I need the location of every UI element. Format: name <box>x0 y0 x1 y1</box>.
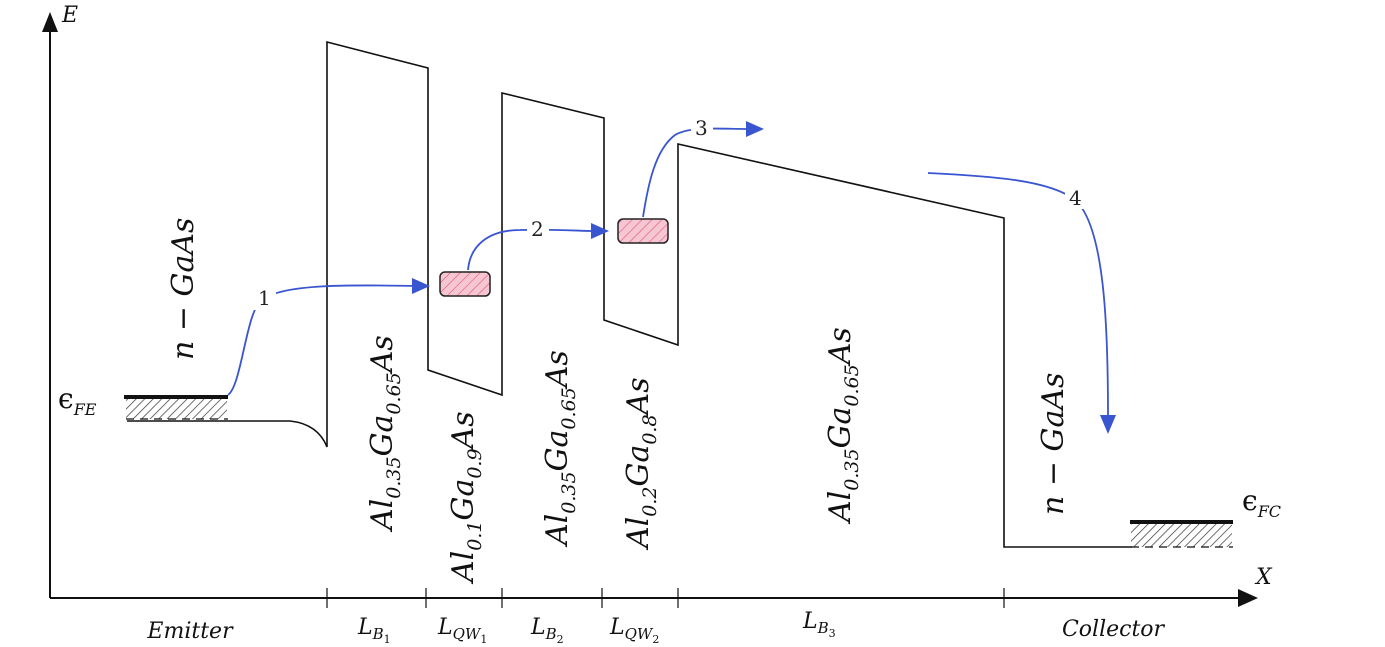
y-axis-label: E <box>61 3 78 28</box>
y-axis-arrow-icon <box>42 12 58 32</box>
material-well1: Al0.1Ga0.9As <box>446 411 486 585</box>
material-well2: Al0.2Ga0.8As <box>621 377 661 551</box>
material-collector: n − GaAs <box>1036 373 1071 515</box>
transition-arrowhead-3-icon <box>746 121 764 137</box>
well2-bound-state <box>617 218 669 244</box>
transition-arrowhead-4-icon <box>1100 415 1116 434</box>
material-labels: n − GaAs Al0.35Ga0.65As Al0.1Ga0.9As Al0… <box>166 218 1071 585</box>
region-ticks <box>326 588 1005 608</box>
collector-fermi-sea <box>1131 523 1232 547</box>
material-barrier3: Al0.35Ga0.65As <box>823 327 863 525</box>
transition-label-2: 2 <box>531 217 544 241</box>
axes: E X <box>42 3 1273 607</box>
collector-fermi-label: ϵFC <box>1242 484 1281 521</box>
transition-label-2-bg <box>527 218 549 242</box>
conduction-band-profile <box>127 40 1132 548</box>
transition-label-1-bg <box>254 286 276 310</box>
well1-bound-state <box>439 271 491 297</box>
material-emitter: n − GaAs <box>166 218 201 360</box>
x-axis-label: X <box>1254 565 1273 590</box>
region-lqw1: LQW1 <box>437 615 487 646</box>
transition-label-3: 3 <box>695 116 708 140</box>
region-emitter: Emitter <box>146 619 234 644</box>
region-lb2: LB2 <box>530 615 564 646</box>
transition-label-1: 1 <box>258 286 271 310</box>
material-barrier2: Al0.35Ga0.65As <box>540 350 580 548</box>
transition-arrows: 1 2 3 4 <box>227 116 1116 434</box>
collector-reservoir <box>1130 520 1233 548</box>
x-axis-arrow-icon <box>1238 589 1258 607</box>
region-lb3: LB3 <box>802 609 836 640</box>
transition-arrowhead-2-icon <box>591 223 609 239</box>
region-lqw2: LQW2 <box>609 615 659 646</box>
emitter-reservoir <box>124 395 228 420</box>
transition-label-4-bg <box>1065 185 1087 209</box>
transition-arrowhead-1-icon <box>412 278 430 294</box>
transition-label-3-bg <box>691 116 713 140</box>
transition-arrow-3 <box>642 127 749 218</box>
transition-label-4: 4 <box>1069 186 1082 210</box>
region-labels: Emitter LB1 LQW1 LB2 LQW2 LB3 Collector <box>146 609 1165 646</box>
material-barrier1: Al0.35Ga0.65As <box>365 335 405 533</box>
region-collector: Collector <box>1062 617 1166 642</box>
fermi-labels: ϵFE ϵFC <box>58 382 1281 521</box>
emitter-fermi-sea <box>126 397 227 419</box>
transition-arrow-2 <box>467 228 595 271</box>
region-lb1: LB1 <box>357 615 391 646</box>
emitter-fermi-label: ϵFE <box>58 382 97 419</box>
